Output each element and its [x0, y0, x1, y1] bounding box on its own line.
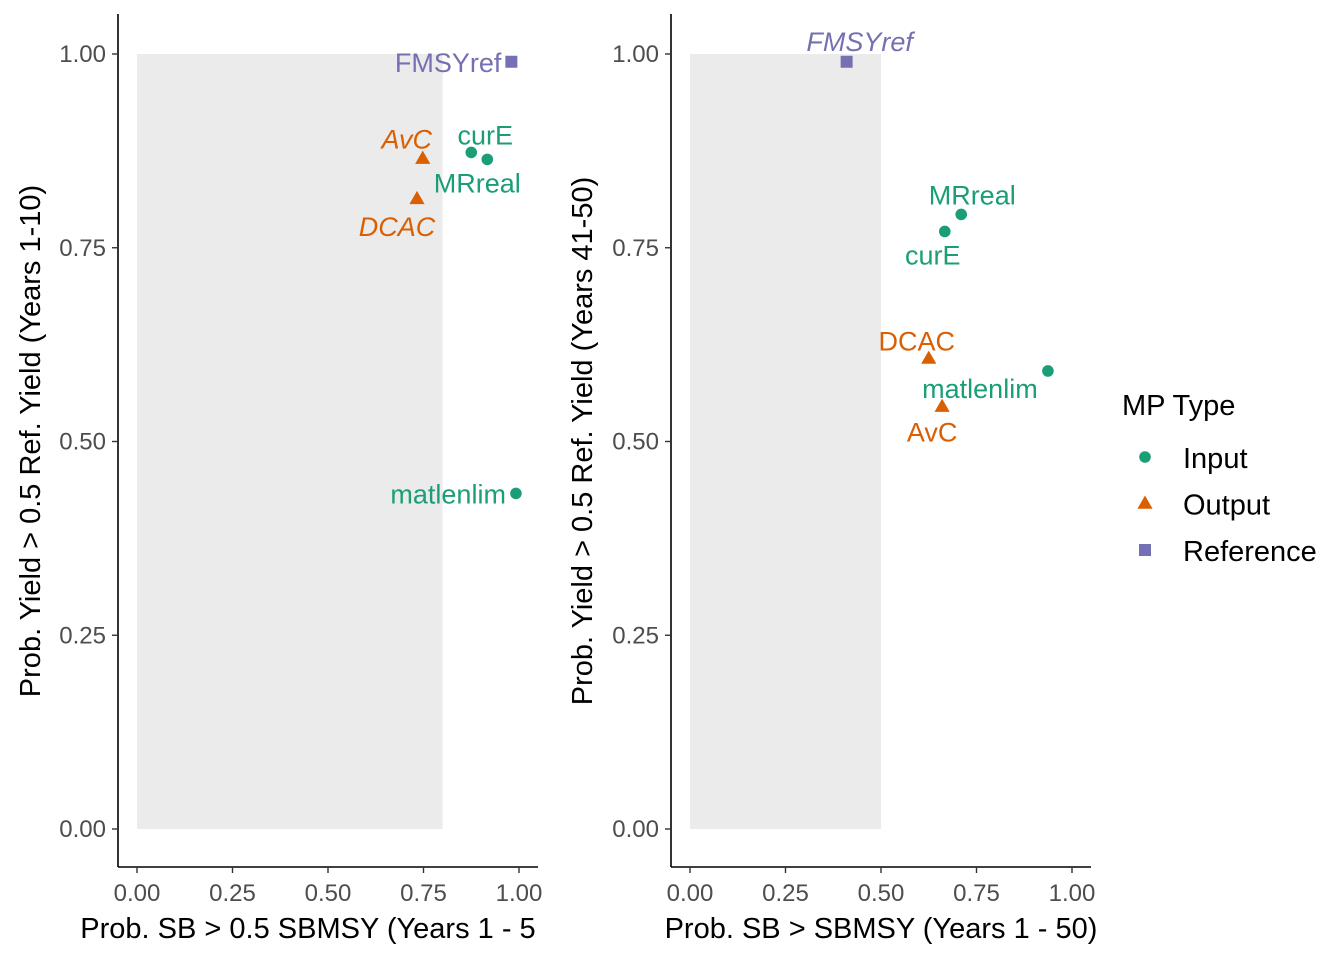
legend-key-output: [1137, 495, 1153, 509]
point-mrreal: [955, 208, 968, 221]
y-tick-label: 0.50: [612, 429, 659, 456]
y-tick-label: 1.00: [59, 41, 106, 68]
point-avc: [415, 150, 431, 164]
y-tick-label: 0.00: [59, 816, 106, 843]
point-cure: [938, 225, 951, 238]
y-tick-label: 0.75: [59, 235, 106, 262]
x-axis-title: Prob. SB > 0.5 SBMSY (Years 1 - 5: [80, 913, 535, 945]
point-fmsyref: [840, 55, 853, 68]
x-tick-label: 0.50: [858, 880, 905, 907]
right-panel: 0.00 0.25 0.50 0.75 1.00 0.00 0.25 0.50 0.75 1.00…: [567, 14, 1097, 945]
point-label-dcac: DCAC: [878, 327, 955, 357]
point-label-avc: AvC: [907, 418, 958, 448]
x-tick-label: 0.00: [114, 880, 161, 907]
legend-label-output: Output: [1183, 490, 1270, 522]
point-dcac: [921, 350, 937, 364]
y-tick-label: 0.00: [612, 816, 659, 843]
x-tick-label: 0.75: [400, 880, 447, 907]
point-label-fmsyref: FMSYref: [806, 27, 915, 57]
point-mrreal: [481, 153, 494, 166]
point-label-dcac: DCAC: [359, 212, 436, 242]
y-tick-label: 0.25: [612, 622, 659, 649]
shaded-region: [690, 54, 881, 829]
y-tick-label: 0.50: [59, 429, 106, 456]
point-matlenlim: [510, 487, 522, 500]
y-axis-title: Prob. Yield > 0.5 Ref. Yield (Years 1-10…: [15, 185, 47, 697]
x-tick-label: 0.25: [209, 880, 256, 907]
legend-key-input: [1139, 451, 1151, 463]
point-label-cure: curE: [905, 240, 961, 270]
x-tick-label: 0.25: [762, 880, 809, 907]
legend-label-input: Input: [1183, 443, 1248, 475]
point-label-fmsyref: FMSYref: [395, 48, 502, 78]
x-tick-label: 0.75: [953, 880, 1000, 907]
x-axis-title: Prob. SB > SBMSY (Years 1 - 50): [665, 913, 1098, 945]
point-label-mrreal: MRreal: [434, 168, 521, 198]
legend-title: MP Type: [1122, 390, 1235, 422]
legend: MP Type Input Output Reference: [1122, 390, 1317, 568]
y-axis-title: Prob. Yield > 0.5 Ref. Yield (Years 41-5…: [567, 177, 599, 706]
legend-label-reference: Reference: [1183, 536, 1317, 568]
point-avc: [934, 398, 950, 412]
point-label-avc: AvC: [379, 125, 432, 155]
point-label-cure: curE: [457, 120, 513, 150]
left-panel: 0.00 0.25 0.50 0.75 1.00 0.00 0.25 0.50 0.75 1.00…: [15, 14, 542, 945]
point-cure: [465, 146, 478, 159]
point-label-matlenlim: matlenlim: [922, 374, 1038, 404]
shaded-region: [137, 54, 443, 829]
x-tick-label: 1.00: [1049, 880, 1096, 907]
legend-key-reference: [1139, 544, 1151, 556]
y-tick-label: 1.00: [612, 41, 659, 68]
y-tick-label: 0.75: [612, 235, 659, 262]
point-label-matlenlim: matlenlim: [390, 479, 506, 509]
point-fmsyref: [505, 55, 518, 68]
point-matlenlim: [1042, 365, 1054, 377]
x-tick-label: 0.50: [305, 880, 352, 907]
x-tick-label: 1.00: [496, 880, 543, 907]
point-dcac: [409, 190, 425, 205]
point-label-mrreal: MRreal: [929, 180, 1016, 210]
x-tick-label: 0.00: [667, 880, 714, 907]
y-tick-label: 0.25: [59, 622, 106, 649]
